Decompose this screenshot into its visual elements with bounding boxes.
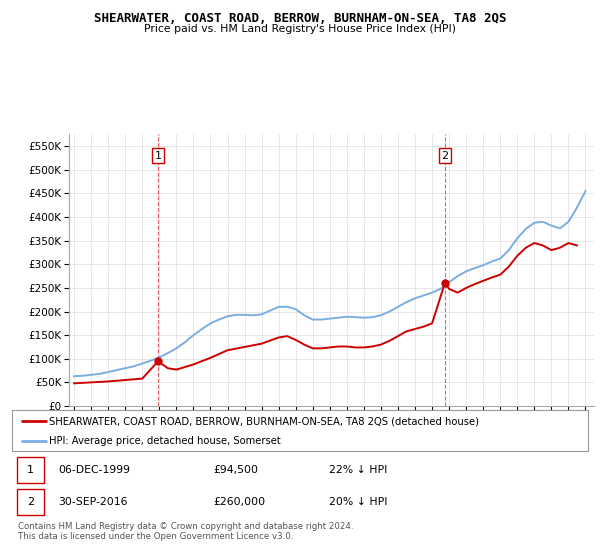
Text: SHEARWATER, COAST ROAD, BERROW, BURNHAM-ON-SEA, TA8 2QS (detached house): SHEARWATER, COAST ROAD, BERROW, BURNHAM-… <box>49 417 479 426</box>
Text: 20% ↓ HPI: 20% ↓ HPI <box>329 497 388 507</box>
Text: 06-DEC-1999: 06-DEC-1999 <box>58 465 130 475</box>
Text: 1: 1 <box>27 465 34 475</box>
Text: Contains HM Land Registry data © Crown copyright and database right 2024.
This d: Contains HM Land Registry data © Crown c… <box>18 522 353 542</box>
Bar <box>17 489 44 515</box>
Text: 1: 1 <box>154 151 161 161</box>
Text: SHEARWATER, COAST ROAD, BERROW, BURNHAM-ON-SEA, TA8 2QS: SHEARWATER, COAST ROAD, BERROW, BURNHAM-… <box>94 12 506 25</box>
Bar <box>17 457 44 483</box>
Text: £94,500: £94,500 <box>214 465 259 475</box>
Text: 22% ↓ HPI: 22% ↓ HPI <box>329 465 387 475</box>
Text: 30-SEP-2016: 30-SEP-2016 <box>58 497 128 507</box>
Text: 2: 2 <box>27 497 34 507</box>
Text: 2: 2 <box>441 151 448 161</box>
Text: HPI: Average price, detached house, Somerset: HPI: Average price, detached house, Some… <box>49 436 281 446</box>
Text: Price paid vs. HM Land Registry's House Price Index (HPI): Price paid vs. HM Land Registry's House … <box>144 24 456 34</box>
Text: £260,000: £260,000 <box>214 497 266 507</box>
